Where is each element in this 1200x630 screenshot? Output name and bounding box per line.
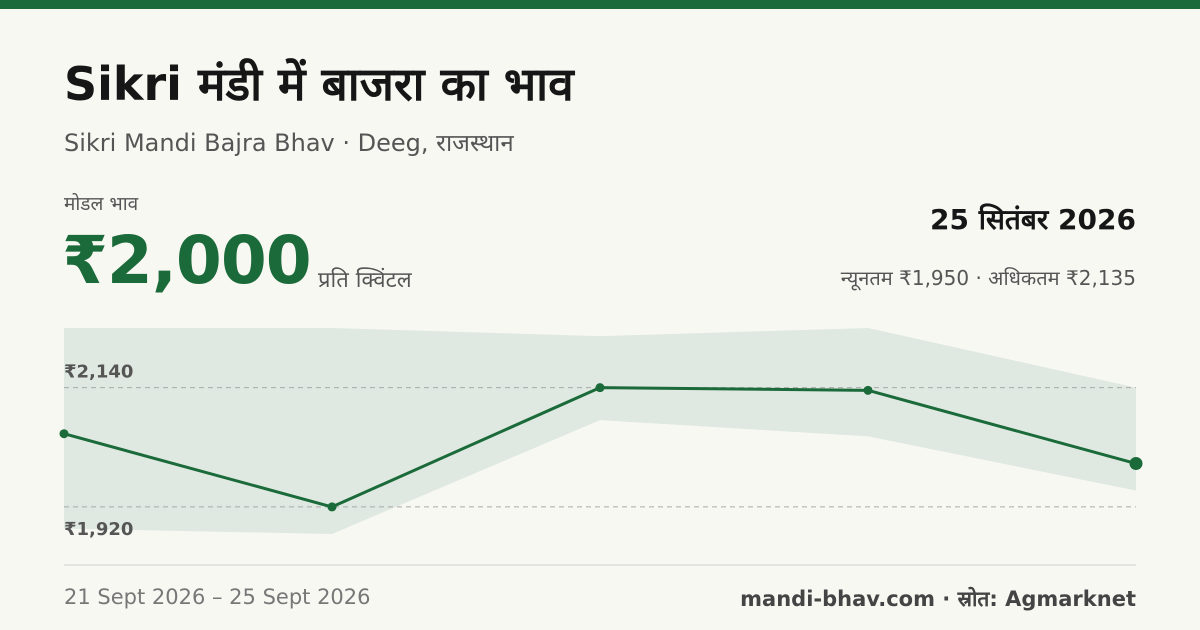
reference-line-label: ₹1,920 xyxy=(64,519,133,540)
price-point xyxy=(59,429,69,439)
price-point xyxy=(327,502,337,512)
min-max-range: न्यूनतम ₹1,950 · अधिकतम ₹2,135 xyxy=(840,266,1136,290)
footer-source: mandi-bhav.com · स्रोत: Agmarknet xyxy=(740,587,1136,611)
page-title: Sikri मंडी में बाजरा का भाव xyxy=(64,57,574,111)
price-date: 25 सितंबर 2026 xyxy=(930,203,1136,236)
price-unit: प्रति क्विंटल xyxy=(318,268,412,293)
min-max-band xyxy=(64,328,1136,534)
footer-date-range: 21 Sept 2026 – 25 Sept 2026 xyxy=(64,585,371,609)
model-price-label: मोडल भाव xyxy=(64,193,139,215)
price-point xyxy=(1129,457,1143,471)
page-subtitle: Sikri Mandi Bajra Bhav · Deeg, राजस्थान xyxy=(64,129,514,157)
price-point xyxy=(595,383,605,393)
reference-line-label: ₹2,140 xyxy=(64,362,133,383)
model-price-value: ₹2,000 xyxy=(62,222,312,299)
price-point xyxy=(863,385,873,395)
top-accent-bar xyxy=(0,0,1200,9)
